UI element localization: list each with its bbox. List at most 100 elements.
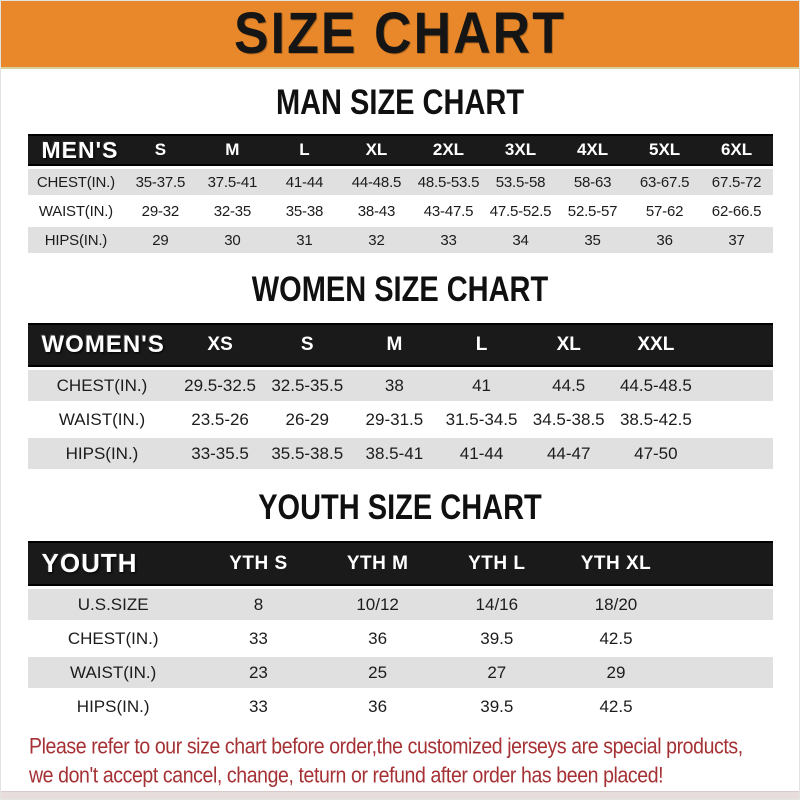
men-group-label: MEN'S bbox=[27, 134, 125, 166]
men-section-heading: MAN SIZE CHART bbox=[275, 83, 525, 123]
women-waist-in-value-5: 38.5-42.5 bbox=[612, 404, 700, 435]
women-row-label-waist-in: WAIST(IN.) bbox=[27, 404, 177, 435]
men-waist-in-value-1: 32-35 bbox=[196, 198, 269, 224]
men-hips-in-value-2: 31 bbox=[268, 227, 341, 253]
youth-row-label-hips-in: HIPS(IN.) bbox=[27, 691, 199, 722]
men-size-table: MEN'S S M L XL 2XL 3XL 4XL 5XL 6XL CHEST(IN.) 35-37… bbox=[27, 131, 773, 256]
women-hips-in-value-0: 33-35.5 bbox=[176, 438, 264, 469]
men-size-header-4xl: 4XL bbox=[556, 134, 629, 166]
youth-chest-in-value-1: 36 bbox=[318, 623, 438, 654]
youth-size-header-yth-l: YTH L bbox=[437, 541, 557, 586]
women-header-filler bbox=[699, 323, 773, 367]
women-row-label-chest-in: CHEST(IN.) bbox=[27, 370, 177, 401]
women-waist-in-value-2: 29-31.5 bbox=[350, 404, 438, 435]
women-waist-in-value-3: 31.5-34.5 bbox=[437, 404, 526, 435]
youth-size-header-yth-xl: YTH XL bbox=[556, 541, 676, 586]
men-hips-in-value-0: 29 bbox=[124, 227, 197, 253]
youth-waist-in-value-2: 27 bbox=[437, 657, 557, 688]
men-header-row: MEN'S S M L XL 2XL 3XL 4XL 5XL 6XL bbox=[27, 134, 773, 166]
men-size-header-5xl: 5XL bbox=[628, 134, 701, 166]
men-chest-in-value-6: 58-63 bbox=[556, 169, 629, 195]
men-hips-in-value-6: 35 bbox=[556, 227, 629, 253]
women-chest-in-value-1: 32.5-35.5 bbox=[263, 370, 351, 401]
men-waist-in-value-5: 47.5-52.5 bbox=[484, 198, 557, 224]
men-chest-in-value-1: 37.5-41 bbox=[196, 169, 269, 195]
women-header-row: WOMEN'S XS S M L XL XXL bbox=[27, 323, 773, 367]
youth-waist-in-value-3: 29 bbox=[556, 657, 676, 688]
notice-line-2: we don't accept cancel, change, teturn o… bbox=[29, 763, 664, 789]
women-row-waist-in: WAIST(IN.) 23.5-26 26-29 29-31.5 31.5-34.5 34… bbox=[27, 404, 773, 435]
youth-u-s-size-value-2: 14/16 bbox=[437, 589, 557, 620]
youth-header-filler bbox=[675, 541, 773, 586]
men-hips-in-value-8: 37 bbox=[700, 227, 773, 253]
men-chest-in-value-5: 53.5-58 bbox=[484, 169, 557, 195]
men-row-label-chest-in: CHEST(IN.) bbox=[27, 169, 125, 195]
women-chest-in-value-5: 44.5-48.5 bbox=[612, 370, 700, 401]
youth-group-label: YOUTH bbox=[27, 541, 199, 586]
youth-waist-in-value-0: 23 bbox=[198, 657, 319, 688]
women-waist-in-value-1: 26-29 bbox=[263, 404, 351, 435]
youth-row-u-s-size: U.S.SIZE 8 10/12 14/16 18/20 bbox=[27, 589, 773, 620]
men-size-header-xl: XL bbox=[340, 134, 413, 166]
women-size-header-xxl: XXL bbox=[612, 323, 700, 367]
youth-chest-in-value-0: 33 bbox=[198, 623, 319, 654]
women-size-header-s: S bbox=[263, 323, 351, 367]
youth-chest-in-value-3: 42.5 bbox=[556, 623, 676, 654]
men-hips-in-value-4: 33 bbox=[412, 227, 485, 253]
women-waist-in-value-4: 34.5-38.5 bbox=[525, 404, 613, 435]
youth-row-filler bbox=[675, 691, 773, 722]
women-hips-in-value-3: 41-44 bbox=[437, 438, 526, 469]
men-waist-in-value-3: 38-43 bbox=[340, 198, 413, 224]
youth-hips-in-value-1: 36 bbox=[318, 691, 438, 722]
youth-row-filler bbox=[675, 657, 773, 688]
men-hips-in-value-3: 32 bbox=[340, 227, 413, 253]
women-size-header-xl: XL bbox=[525, 323, 613, 367]
youth-row-filler bbox=[675, 623, 773, 654]
women-section-heading: WOMEN SIZE CHART bbox=[251, 270, 549, 310]
youth-row-filler bbox=[675, 589, 773, 620]
notice-line-1: Please refer to our size chart before or… bbox=[29, 734, 743, 760]
bottom-edge-strip bbox=[1, 791, 799, 799]
youth-row-chest-in: CHEST(IN.) 33 36 39.5 42.5 bbox=[27, 623, 773, 654]
youth-row-label-u-s-size: U.S.SIZE bbox=[27, 589, 199, 620]
men-chest-in-value-7: 63-67.5 bbox=[628, 169, 701, 195]
youth-u-s-size-value-3: 18/20 bbox=[556, 589, 676, 620]
men-section: MAN SIZE CHART MEN'S S M L XL 2XL 3XL 4XL 5XL 6XL… bbox=[1, 84, 799, 256]
youth-size-header-yth-s: YTH S bbox=[198, 541, 319, 586]
banner: SIZE CHART bbox=[1, 1, 799, 69]
men-size-header-s: S bbox=[124, 134, 197, 166]
youth-row-label-waist-in: WAIST(IN.) bbox=[27, 657, 199, 688]
women-chest-in-value-4: 44.5 bbox=[525, 370, 613, 401]
men-waist-in-value-8: 62-66.5 bbox=[700, 198, 773, 224]
women-hips-in-value-2: 38.5-41 bbox=[350, 438, 438, 469]
men-size-header-2xl: 2XL bbox=[412, 134, 485, 166]
women-row-filler bbox=[699, 370, 773, 401]
women-chest-in-value-0: 29.5-32.5 bbox=[176, 370, 264, 401]
women-size-header-xs: XS bbox=[176, 323, 264, 367]
women-row-filler bbox=[699, 404, 773, 435]
youth-size-table: YOUTH YTH S YTH M YTH L YTH XL U.S.SIZE 8 10/12… bbox=[27, 538, 773, 725]
men-chest-in-value-4: 48.5-53.5 bbox=[412, 169, 485, 195]
youth-row-waist-in: WAIST(IN.) 23 25 27 29 bbox=[27, 657, 773, 688]
men-waist-in-value-6: 52.5-57 bbox=[556, 198, 629, 224]
youth-hips-in-value-3: 42.5 bbox=[556, 691, 676, 722]
youth-section-heading: YOUTH SIZE CHART bbox=[258, 488, 542, 528]
men-size-header-3xl: 3XL bbox=[484, 134, 557, 166]
men-row-chest-in: CHEST(IN.) 35-37.5 37.5-41 41-44 44-48.5 48.5… bbox=[27, 169, 773, 195]
youth-waist-in-value-1: 25 bbox=[318, 657, 438, 688]
women-chest-in-value-3: 41 bbox=[437, 370, 526, 401]
men-chest-in-value-3: 44-48.5 bbox=[340, 169, 413, 195]
men-hips-in-value-1: 30 bbox=[196, 227, 269, 253]
men-hips-in-value-7: 36 bbox=[628, 227, 701, 253]
men-chest-in-value-2: 41-44 bbox=[268, 169, 341, 195]
youth-size-header-yth-m: YTH M bbox=[318, 541, 438, 586]
men-chest-in-value-0: 35-37.5 bbox=[124, 169, 197, 195]
women-waist-in-value-0: 23.5-26 bbox=[176, 404, 264, 435]
men-hips-in-value-5: 34 bbox=[484, 227, 557, 253]
youth-hips-in-value-0: 33 bbox=[198, 691, 319, 722]
women-row-chest-in: CHEST(IN.) 29.5-32.5 32.5-35.5 38 41 44.5 44.5… bbox=[27, 370, 773, 401]
women-hips-in-value-4: 44-47 bbox=[525, 438, 613, 469]
youth-hips-in-value-2: 39.5 bbox=[437, 691, 557, 722]
youth-row-hips-in: HIPS(IN.) 33 36 39.5 42.5 bbox=[27, 691, 773, 722]
